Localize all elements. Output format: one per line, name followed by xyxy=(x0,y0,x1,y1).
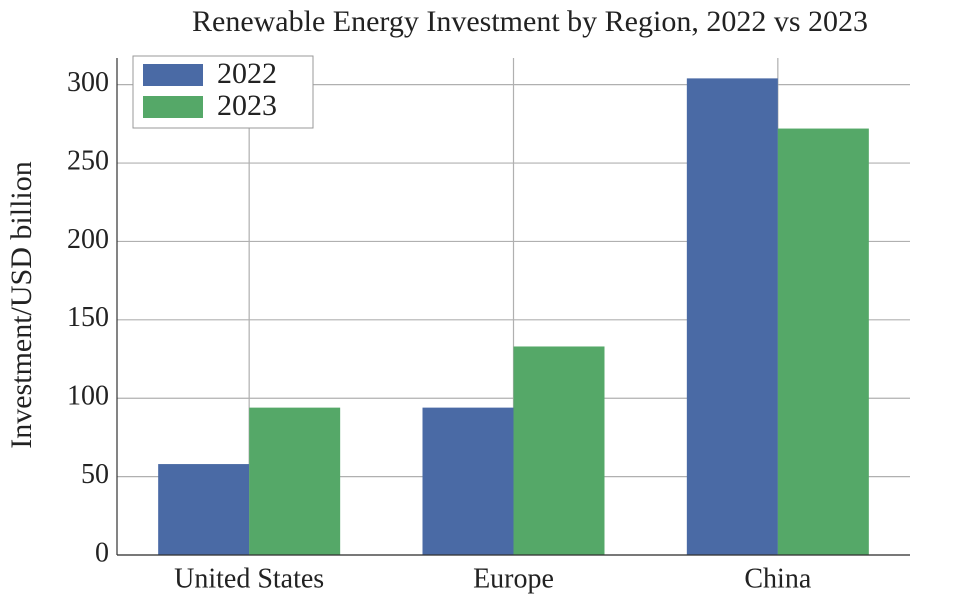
bar xyxy=(513,346,605,555)
y-tick-label: 0 xyxy=(95,537,109,568)
y-tick-label: 150 xyxy=(67,302,109,333)
bar xyxy=(686,78,778,555)
legend-label: 2023 xyxy=(217,89,277,122)
legend-swatch xyxy=(143,64,203,86)
x-tick-label: Europe xyxy=(473,563,554,594)
bar xyxy=(422,407,514,555)
x-tick-label: United States xyxy=(174,563,324,594)
y-tick-label: 100 xyxy=(67,381,109,412)
x-tick-label: China xyxy=(744,563,811,594)
y-axis-label: Investment/USD billion xyxy=(5,161,38,449)
legend-label: 2022 xyxy=(217,57,277,90)
y-tick-label: 300 xyxy=(67,67,109,98)
legend-swatch xyxy=(143,96,203,118)
y-tick-label: 200 xyxy=(67,224,109,255)
bar xyxy=(777,128,869,555)
bar xyxy=(158,464,250,555)
chart-title: Renewable Energy Investment by Region, 2… xyxy=(192,5,868,38)
y-tick-label: 50 xyxy=(81,459,109,490)
y-tick-label: 250 xyxy=(67,145,109,176)
bar xyxy=(249,407,341,555)
